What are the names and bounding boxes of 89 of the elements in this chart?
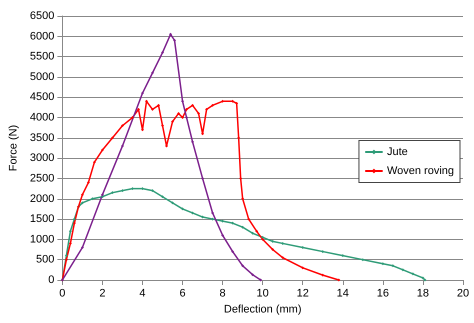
point	[110, 191, 114, 194]
line-series	[60, 32, 262, 282]
point	[136, 108, 140, 111]
point	[130, 187, 134, 190]
point	[255, 230, 258, 233]
y-tick-label: 2000	[30, 192, 54, 205]
x-tick-label: 14	[336, 288, 349, 300]
line-series	[60, 187, 426, 282]
point	[64, 258, 68, 262]
point	[120, 124, 124, 128]
x-tick-label: 8	[220, 288, 226, 300]
x-tick-label: 4	[139, 288, 146, 300]
point	[211, 218, 214, 221]
point	[251, 232, 254, 235]
x-tick-label: 12	[296, 288, 309, 300]
point	[145, 100, 148, 103]
point	[90, 197, 94, 200]
x-tick-label: 2	[99, 288, 106, 300]
x-tick-label: 10	[256, 288, 269, 300]
point	[181, 207, 184, 210]
point	[68, 230, 72, 233]
x-tick-label: 16	[376, 288, 389, 300]
legend-label: Jute	[386, 146, 408, 158]
point	[151, 108, 154, 111]
point	[231, 100, 234, 103]
point	[72, 218, 76, 221]
point	[341, 254, 344, 258]
point	[110, 136, 114, 140]
y-axis-title: Force (N)	[8, 124, 20, 172]
point	[80, 201, 84, 204]
y-tick-label: 4000	[30, 112, 54, 124]
point	[120, 189, 124, 192]
point	[321, 274, 324, 277]
x-tick-label: 20	[456, 288, 470, 300]
point	[72, 222, 76, 225]
point	[271, 248, 274, 252]
point	[191, 104, 194, 107]
x-tick-label: 6	[179, 288, 186, 300]
point	[205, 108, 208, 111]
point	[401, 268, 404, 272]
point	[337, 278, 340, 282]
point	[221, 234, 224, 237]
point	[231, 250, 234, 254]
point	[241, 264, 244, 268]
point	[92, 160, 96, 164]
point	[247, 218, 250, 221]
line-series	[60, 100, 340, 282]
y-tick-label: 3000	[30, 152, 54, 164]
y-tick-label: 6000	[30, 30, 54, 42]
y-tick-label: 3500	[30, 132, 54, 144]
y-tick-label: 1500	[30, 213, 54, 226]
point	[381, 262, 384, 266]
point	[140, 128, 144, 132]
y-tick-label: 6500	[30, 10, 54, 22]
point	[235, 102, 238, 105]
point	[241, 197, 244, 200]
point	[64, 254, 68, 258]
x-tick-label: 0	[59, 288, 66, 300]
point	[241, 226, 244, 229]
y-tick-label: 5500	[30, 50, 54, 63]
point	[321, 250, 324, 254]
point	[171, 201, 174, 204]
point	[251, 273, 254, 276]
point	[185, 108, 188, 111]
point	[411, 272, 414, 276]
y-tick-label: 5000	[30, 70, 54, 83]
point	[151, 71, 154, 74]
point	[151, 189, 154, 192]
point	[237, 136, 240, 140]
point	[301, 266, 304, 270]
point	[231, 222, 234, 225]
legend-label: Woven roving	[386, 165, 454, 177]
y-tick-label: 0	[48, 274, 54, 286]
point	[161, 195, 164, 198]
x-tick-label: 18	[416, 288, 430, 300]
y-tick-label: 4500	[30, 91, 54, 104]
point	[80, 193, 84, 196]
y-tick-label: 500	[36, 254, 54, 266]
x-axis-title: Deflection (mm)	[224, 304, 302, 316]
point	[271, 240, 274, 243]
point	[221, 220, 224, 223]
point	[391, 264, 394, 268]
point	[211, 104, 214, 107]
y-tick-label: 1000	[30, 233, 54, 246]
point	[259, 278, 262, 282]
point	[281, 256, 284, 260]
y-tick-label: 2500	[30, 172, 54, 184]
point	[361, 258, 364, 262]
point	[130, 116, 134, 120]
